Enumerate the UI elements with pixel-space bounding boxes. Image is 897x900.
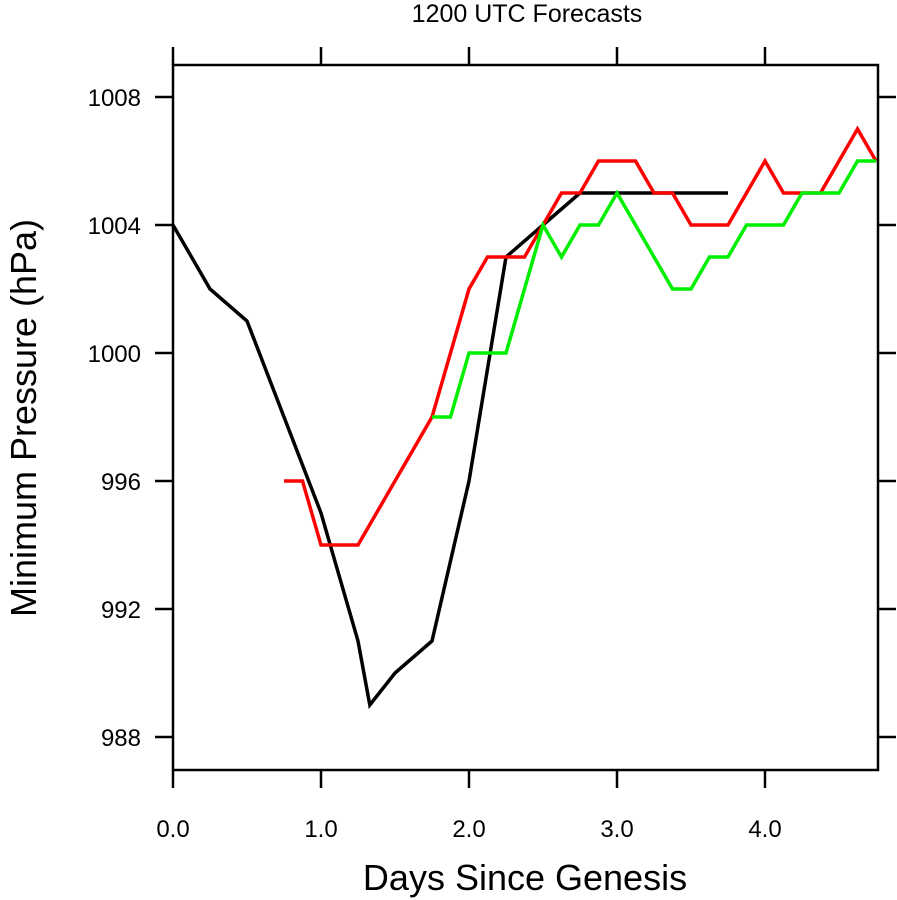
plot-frame (171, 63, 880, 772)
x-tick-label: 0.0 (156, 816, 189, 843)
x-tick-label: 3.0 (600, 816, 633, 843)
x-tick-label: 1.0 (304, 816, 337, 843)
x-tick-label: 2.0 (452, 816, 485, 843)
y-tick-label: 1008 (88, 85, 141, 112)
y-tick-label: 992 (101, 597, 141, 624)
plot-border (171, 63, 880, 772)
y-tick-label: 996 (101, 469, 141, 496)
x-axis-label: Days Since Genesis (363, 857, 687, 898)
series-line-3 (432, 159, 876, 419)
y-axis-ticks: 988 992 996 1000 1004 1008 (88, 85, 896, 752)
series-layer (171, 125, 878, 710)
y-tick-label: 1004 (88, 213, 141, 240)
y-tick-label: 988 (101, 725, 141, 752)
x-tick-label: 4.0 (748, 816, 781, 843)
y-axis-label: Minimum Pressure (hPa) (3, 219, 44, 617)
x-axis-ticks: 0.0 1.0 2.0 3.0 4.0 (156, 47, 782, 843)
y-tick-label: 1000 (88, 341, 141, 368)
series-line-1 (171, 191, 728, 710)
series-line-2 (284, 125, 878, 547)
chart-title: 1200 UTC Forecasts (412, 0, 643, 28)
